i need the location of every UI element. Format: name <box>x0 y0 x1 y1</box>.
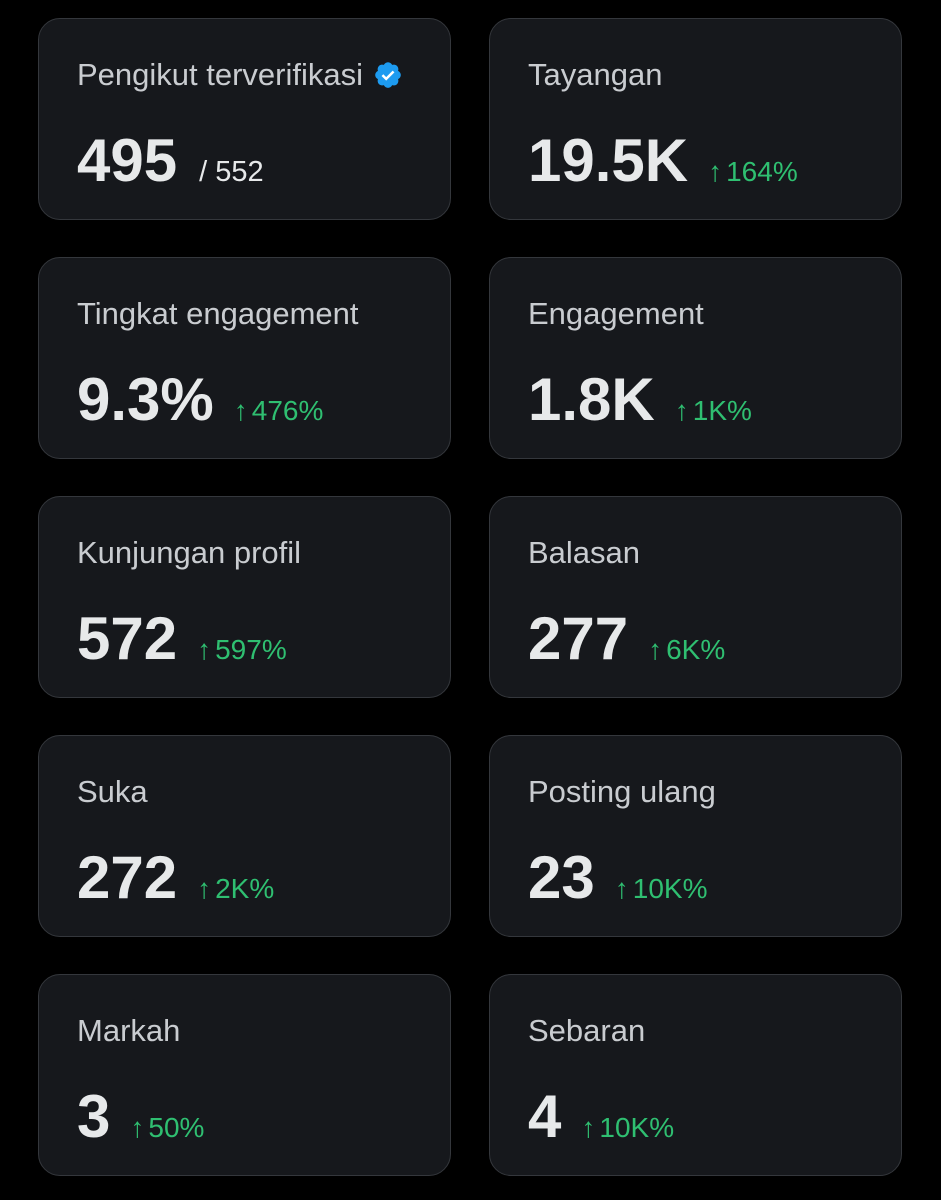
card-value-row: 19.5K ↑ 164% <box>528 125 798 197</box>
card-value: 1.8K <box>528 366 655 433</box>
card-value-row: 4 ↑ 10K% <box>528 1081 674 1153</box>
arrow-up-icon: ↑ <box>581 1112 596 1143</box>
card-label: Kunjungan profil <box>77 535 302 570</box>
card-change: ↑ 6K% <box>648 634 725 666</box>
card-change: ↑ 476% <box>234 395 324 427</box>
card-change-value: 6K% <box>666 634 726 665</box>
card-value: 495 <box>77 127 178 194</box>
card-value: 4 <box>528 1083 562 1150</box>
card-engagements[interactable]: Engagement 1.8K ↑ 1K% <box>489 257 902 459</box>
card-value: 23 <box>528 844 595 911</box>
card-verified-followers[interactable]: Pengikut terverifikasi 495 / 552 <box>38 18 451 220</box>
verified-badge-icon <box>373 60 403 90</box>
card-shares[interactable]: Sebaran 4 ↑ 10K% <box>489 974 902 1176</box>
card-value: 19.5K <box>528 127 689 194</box>
card-replies[interactable]: Balasan 277 ↑ 6K% <box>489 496 902 698</box>
arrow-up-icon: ↑ <box>233 395 248 426</box>
card-change-value: 476% <box>251 395 324 426</box>
card-engagement-rate[interactable]: Tingkat engagement 9.3% ↑ 476% <box>38 257 451 459</box>
card-change: ↑ 597% <box>197 634 287 666</box>
arrow-up-icon: ↑ <box>614 873 629 904</box>
arrow-up-icon: ↑ <box>648 634 663 665</box>
card-label: Tayangan <box>528 57 663 92</box>
card-value: 3 <box>77 1083 111 1150</box>
card-impressions[interactable]: Tayangan 19.5K ↑ 164% <box>489 18 902 220</box>
card-label-text: Pengikut terverifikasi <box>77 57 364 92</box>
card-change: ↑ 164% <box>708 156 798 188</box>
card-change-value: 1K% <box>692 395 752 426</box>
card-change-value: 10K% <box>599 1112 675 1143</box>
card-change: ↑ 10K% <box>581 1112 674 1144</box>
card-value: 277 <box>528 605 629 672</box>
card-label: Engagement <box>528 296 704 331</box>
card-value-row: 272 ↑ 2K% <box>77 842 274 914</box>
card-change-value: 2K% <box>215 873 275 904</box>
card-value-row: 572 ↑ 597% <box>77 603 287 675</box>
card-profile-visits[interactable]: Kunjungan profil 572 ↑ 597% <box>38 496 451 698</box>
card-change: ↑ 50% <box>130 1112 204 1144</box>
card-label: Tingkat engagement <box>77 296 359 331</box>
card-reposts[interactable]: Posting ulang 23 ↑ 10K% <box>489 735 902 937</box>
card-value-row: 23 ↑ 10K% <box>528 842 707 914</box>
card-change: ↑ 2K% <box>197 873 274 905</box>
card-total: / 552 <box>199 156 264 188</box>
card-bookmarks[interactable]: Markah 3 ↑ 50% <box>38 974 451 1176</box>
card-change-value: 50% <box>148 1112 205 1143</box>
card-change: ↑ 1K% <box>675 395 752 427</box>
card-value-row: 277 ↑ 6K% <box>528 603 725 675</box>
card-change-value: 10K% <box>632 873 708 904</box>
card-value: 9.3% <box>77 366 214 433</box>
card-change: ↑ 10K% <box>615 873 708 905</box>
card-value-row: 495 / 552 <box>77 125 264 197</box>
arrow-up-icon: ↑ <box>708 156 723 187</box>
card-change-value: 597% <box>215 634 287 665</box>
card-value-row: 9.3% ↑ 476% <box>77 364 323 436</box>
arrow-up-icon: ↑ <box>674 395 689 426</box>
card-likes[interactable]: Suka 272 ↑ 2K% <box>38 735 451 937</box>
card-value: 272 <box>77 844 178 911</box>
card-label: Suka <box>77 774 148 809</box>
card-label: Pengikut terverifikasi <box>77 57 403 93</box>
arrow-up-icon: ↑ <box>130 1112 145 1143</box>
metrics-grid: Pengikut terverifikasi 495 / 552 Tayanga… <box>38 18 902 1176</box>
arrow-up-icon: ↑ <box>197 634 212 665</box>
card-label: Markah <box>77 1013 181 1048</box>
card-label: Posting ulang <box>528 774 716 809</box>
card-label: Sebaran <box>528 1013 646 1048</box>
card-value-row: 1.8K ↑ 1K% <box>528 364 752 436</box>
card-value: 572 <box>77 605 178 672</box>
card-label: Balasan <box>528 535 641 570</box>
card-value-row: 3 ↑ 50% <box>77 1081 204 1153</box>
card-change-value: 164% <box>726 156 798 187</box>
arrow-up-icon: ↑ <box>197 873 212 904</box>
